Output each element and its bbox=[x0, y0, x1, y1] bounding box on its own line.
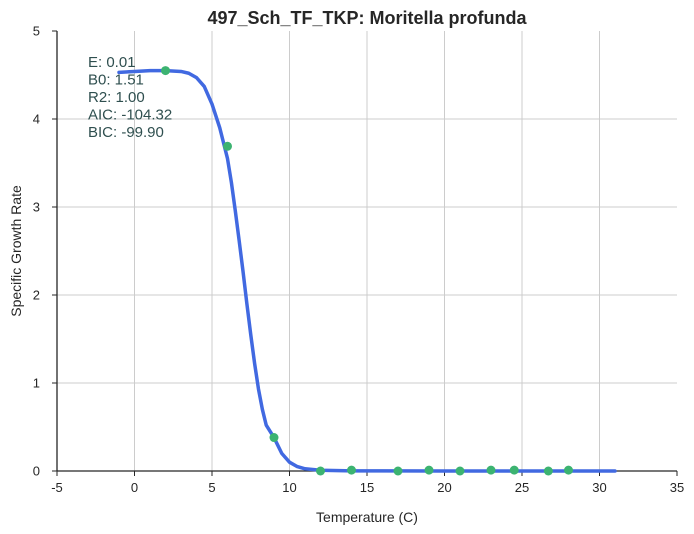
data-points bbox=[161, 66, 573, 476]
y-tick-label: 0 bbox=[33, 464, 40, 479]
stat-line: B0: 1.51 bbox=[88, 72, 144, 89]
y-tick-label: 1 bbox=[33, 376, 40, 391]
data-point bbox=[486, 465, 496, 475]
fit-curve-group bbox=[117, 68, 617, 473]
stat-line: BIC: -99.90 bbox=[88, 124, 164, 141]
y-axis-label: Specific Growth Rate bbox=[8, 185, 24, 317]
x-tick-label: 30 bbox=[592, 480, 606, 495]
data-point bbox=[269, 433, 279, 443]
x-tick-label: 0 bbox=[131, 480, 138, 495]
x-tick-label: 15 bbox=[360, 480, 374, 495]
x-tick-label: 5 bbox=[208, 480, 215, 495]
y-tick-label: 3 bbox=[33, 200, 40, 215]
data-point bbox=[316, 466, 325, 476]
data-point bbox=[424, 465, 434, 475]
stat-line: R2: 1.00 bbox=[88, 89, 145, 106]
x-tick-label: -5 bbox=[51, 480, 63, 495]
ticks: -5 0 5 10 15 20 25 30 35 0 1 2 3 4 5 bbox=[33, 24, 684, 496]
fit-curve bbox=[117, 68, 617, 473]
x-tick-label: 20 bbox=[437, 480, 451, 495]
data-point bbox=[509, 465, 519, 475]
data-point bbox=[564, 465, 573, 475]
y-tick-label: 2 bbox=[33, 288, 40, 303]
data-point bbox=[455, 466, 465, 476]
grid-lines bbox=[57, 31, 677, 471]
stat-line: E: 0.01 bbox=[88, 54, 136, 71]
x-tick-label: 25 bbox=[515, 480, 529, 495]
x-axis-label: Temperature (C) bbox=[316, 509, 418, 525]
data-point bbox=[347, 465, 356, 475]
x-tick-label: 10 bbox=[282, 480, 296, 495]
x-tick-label: 35 bbox=[670, 480, 684, 495]
data-point bbox=[161, 66, 170, 76]
stat-line: AIC: -104.32 bbox=[88, 107, 172, 124]
data-point bbox=[393, 466, 403, 476]
y-tick-label: 5 bbox=[33, 24, 40, 39]
chart-title: 497_Sch_TF_TKP: Moritella profunda bbox=[207, 8, 527, 28]
data-point bbox=[543, 466, 553, 476]
y-tick-label: 4 bbox=[33, 112, 40, 127]
data-point bbox=[223, 141, 232, 151]
